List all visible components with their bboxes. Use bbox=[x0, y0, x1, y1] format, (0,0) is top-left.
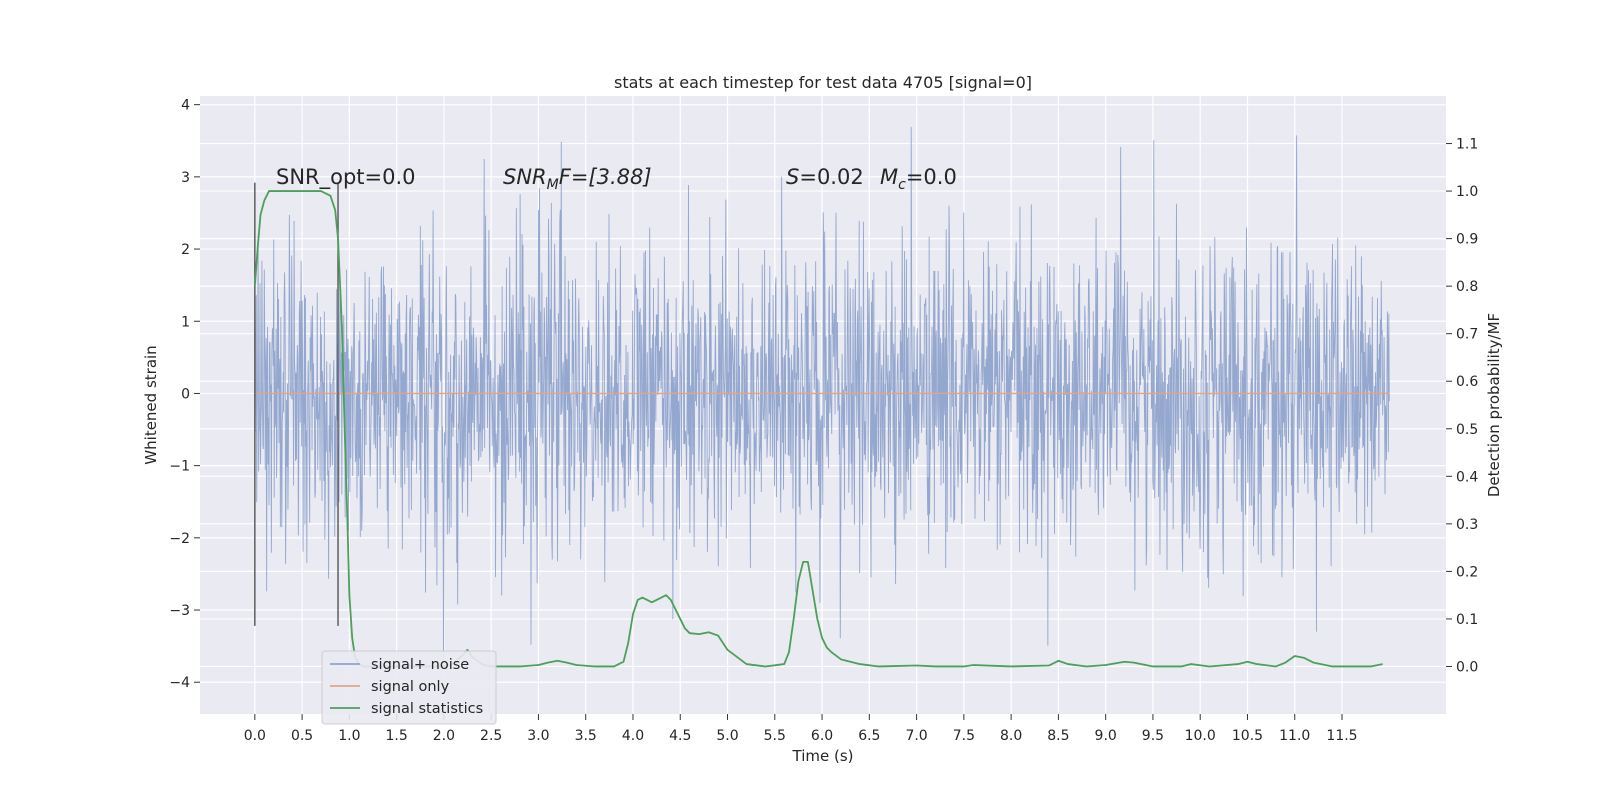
y-tick-label: −4 bbox=[169, 675, 190, 691]
annotation-mc-label: M bbox=[880, 165, 898, 189]
y2-tick-label: 0.8 bbox=[1456, 279, 1478, 295]
x-tick-label: 11.5 bbox=[1326, 728, 1357, 744]
legend-label-signal-only: signal only bbox=[371, 679, 450, 695]
annotations: SNR_opt=0.0 SNRMF=[3.88] S=0.02 Mc=0.0 bbox=[276, 165, 957, 193]
annotation-snr-mf-prefix: SNR bbox=[503, 165, 547, 189]
y-tick-label: 4 bbox=[181, 98, 190, 114]
legend: signal+ noise signal only signal statist… bbox=[321, 650, 497, 725]
x-tick-label: 10.0 bbox=[1185, 728, 1216, 744]
annotation-s-label: S bbox=[786, 165, 799, 189]
y-tick-label: 0 bbox=[181, 386, 190, 402]
y-tick-label: −1 bbox=[169, 459, 190, 475]
annotation-snr-opt: SNR_opt=0.0 bbox=[276, 165, 416, 190]
x-tick-label: 5.5 bbox=[764, 728, 786, 744]
annotation-mc: Mc=0.0 bbox=[880, 165, 957, 193]
x-tick-label: 7.5 bbox=[953, 728, 975, 744]
x-axis-label: Time (s) bbox=[792, 747, 854, 765]
signal-noise-series bbox=[254, 126, 1390, 663]
x-tick-label: 1.5 bbox=[386, 728, 408, 744]
chart-title: stats at each timestep for test data 470… bbox=[614, 73, 1032, 92]
y-ticks: 4 3 2 1 0 −1 −2 −3 −4 bbox=[169, 98, 200, 691]
signal-statistics-line bbox=[253, 190, 1383, 668]
y-tick-label: −3 bbox=[169, 603, 190, 619]
y2-tick-label: 1.1 bbox=[1456, 137, 1478, 153]
y-tick-label: 2 bbox=[181, 242, 190, 258]
y2-tick-label: 0.6 bbox=[1456, 374, 1478, 390]
signal-noise-line bbox=[254, 126, 1390, 663]
y-tick-label: 3 bbox=[181, 170, 190, 186]
x-tick-label: 2.5 bbox=[480, 728, 502, 744]
x-ticks: 0.0 0.5 1.0 1.5 2.0 2.5 3.0 3.5 4.0 4.5 5.0 5.5 6.0 6… bbox=[244, 714, 1358, 744]
y2-tick-label: 0.0 bbox=[1456, 659, 1478, 675]
y2-tick-label: 0.7 bbox=[1456, 327, 1478, 343]
x-tick-label: 8.0 bbox=[1000, 728, 1022, 744]
x-tick-label: 6.0 bbox=[811, 728, 833, 744]
x-tick-label: 6.5 bbox=[858, 728, 880, 744]
x-tick-label: 3.5 bbox=[575, 728, 597, 744]
x-tick-label: 2.0 bbox=[433, 728, 455, 744]
annotation-mc-value: =0.0 bbox=[906, 165, 957, 189]
y2-tick-label: 0.3 bbox=[1456, 517, 1478, 533]
annotation-snr-mf-sub: M bbox=[547, 177, 559, 193]
x-tick-label: 8.5 bbox=[1047, 728, 1069, 744]
y2-axis-label: Detection probability/MF bbox=[1485, 313, 1503, 497]
y2-tick-label: 0.4 bbox=[1456, 469, 1478, 485]
x-tick-label: 4.0 bbox=[622, 728, 644, 744]
x-tick-label: 3.0 bbox=[527, 728, 549, 744]
y-axis-label: Whitened strain bbox=[142, 345, 160, 464]
y-tick-label: −2 bbox=[169, 531, 190, 547]
x-tick-label: 7.0 bbox=[905, 728, 927, 744]
x-tick-label: 0.0 bbox=[244, 728, 266, 744]
signal-statistics-series bbox=[253, 190, 1383, 668]
y2-tick-label: 0.1 bbox=[1456, 612, 1478, 628]
annotation-s: S=0.02 bbox=[786, 165, 864, 189]
legend-label-signal-noise: signal+ noise bbox=[371, 657, 469, 673]
x-tick-label: 9.5 bbox=[1142, 728, 1164, 744]
annotation-s-value: =0.02 bbox=[799, 165, 863, 189]
annotation-snr-mf: SNRMF=[3.88] bbox=[503, 165, 652, 193]
y-tick-label: 1 bbox=[181, 314, 190, 330]
annotation-snr-mf-suffix: F=[3.88] bbox=[559, 165, 652, 189]
legend-label-signal-statistics: signal statistics bbox=[371, 701, 483, 717]
y2-ticks: 0.0 0.1 0.2 0.3 0.4 0.5 0.6 0.7 0.8 0.9 1.0 1.1 bbox=[1446, 137, 1478, 675]
x-tick-label: 1.0 bbox=[338, 728, 360, 744]
y2-tick-label: 0.9 bbox=[1456, 232, 1478, 248]
x-tick-label: 0.5 bbox=[291, 728, 313, 744]
legend-box bbox=[321, 650, 497, 725]
annotation-mc-sub: c bbox=[898, 177, 906, 193]
y2-tick-label: 1.0 bbox=[1456, 184, 1478, 200]
y2-tick-label: 0.2 bbox=[1456, 564, 1478, 580]
x-tick-label: 11.0 bbox=[1279, 728, 1310, 744]
x-tick-label: 4.5 bbox=[669, 728, 691, 744]
y2-tick-label: 0.5 bbox=[1456, 422, 1478, 438]
x-tick-label: 10.5 bbox=[1232, 728, 1263, 744]
x-tick-label: 5.0 bbox=[716, 728, 738, 744]
x-tick-label: 9.0 bbox=[1095, 728, 1117, 744]
